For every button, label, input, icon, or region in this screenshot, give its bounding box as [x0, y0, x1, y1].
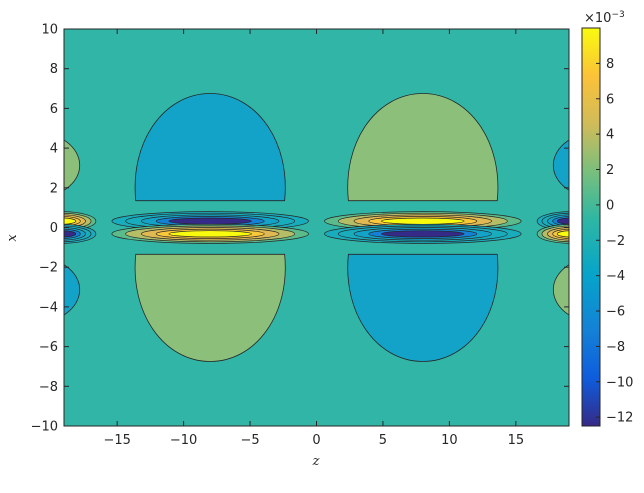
colorbar: −12 −10 −8 −6 −4 −2 0 2 4 6 8 ×10−3: [582, 10, 633, 426]
x-tick-label: 5: [379, 433, 387, 448]
x-tick-label: 0: [312, 433, 320, 448]
colorbar-tick-label: 6: [606, 92, 614, 107]
colorbar-tick-label: −10: [606, 375, 633, 390]
y-tick-label: 8: [50, 62, 58, 77]
colorbar-exponent-power: −3: [611, 10, 624, 20]
x-tick-label: −10: [170, 433, 197, 448]
colorbar-tick-label: 2: [606, 163, 614, 178]
y-tick-label: −2: [39, 261, 58, 276]
colorbar-tick-label: −6: [606, 305, 625, 320]
colorbar-ticks: −12 −10 −8 −6 −4 −2 0 2 4 6 8: [596, 57, 633, 426]
colorbar-tick-label: 8: [606, 57, 614, 72]
y-tick-label: −6: [39, 340, 58, 355]
x-tick-label: 10: [441, 433, 458, 448]
y-tick-label: −4: [39, 300, 58, 315]
colorbar-tick-label: 4: [606, 128, 614, 143]
y-tick-label: 2: [50, 181, 58, 196]
y-tick-label: 6: [50, 102, 58, 117]
y-axis-label: x: [5, 234, 20, 242]
contour-core-band: [382, 231, 465, 237]
colorbar-tick-label: −4: [606, 269, 625, 284]
colorbar-tick-label: −8: [606, 340, 625, 355]
x-axis-label: z: [312, 454, 320, 469]
contour-core-band: [169, 231, 252, 237]
colorbar-tick-label: −12: [606, 411, 633, 426]
colorbar-gradient: [582, 28, 600, 426]
colorbar-tick-label: −2: [606, 234, 625, 249]
y-tick-label: 4: [50, 142, 58, 157]
y-tick-label: 0: [50, 221, 58, 236]
colorbar-exponent: ×10−3: [584, 10, 625, 26]
contour-core-band: [169, 218, 252, 224]
y-tick-label: −8: [39, 380, 58, 395]
x-tick-label: 15: [508, 433, 525, 448]
x-tick-label: −5: [240, 433, 259, 448]
y-tick-label: 10: [41, 23, 58, 38]
colorbar-exponent-base: ×10: [584, 11, 611, 26]
contour-core-band: [382, 218, 465, 224]
y-tick-label: −10: [31, 420, 58, 435]
colorbar-tick-label: 0: [606, 198, 614, 213]
plot-area: [24, 29, 609, 426]
x-tick-label: −15: [103, 433, 130, 448]
